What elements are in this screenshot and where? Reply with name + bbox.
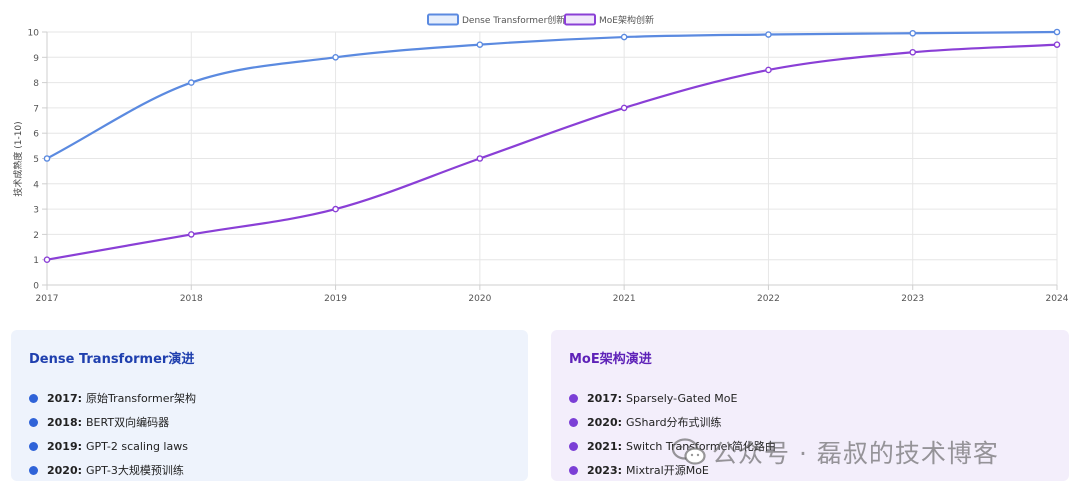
milestone-text: BERT双向编码器 — [86, 416, 170, 429]
data-point — [909, 29, 917, 37]
x-tick-label: 2020 — [468, 294, 491, 304]
list-item: 2021: Switch Transformer简化路由 — [569, 434, 1051, 458]
chart-grid — [46, 31, 1058, 286]
data-point — [332, 205, 339, 213]
milestone-text: Sparsely-Gated MoE — [626, 391, 738, 405]
y-tick-label: 9 — [33, 54, 39, 64]
moe-architecture-card: MoE架构演进 2017: Sparsely-Gated MoE 2020: G… — [551, 330, 1069, 481]
list-item: 2023: Mixtral开源MoE — [569, 458, 1051, 482]
data-point — [765, 31, 772, 38]
x-tick-label: 2019 — [324, 294, 347, 304]
legend-item-0[interactable]: Dense Transformer创新 — [427, 13, 565, 26]
data-point — [1053, 28, 1061, 36]
bullet-dot-icon — [29, 465, 38, 475]
watermark: 公众号 · 磊叔的技术博客 — [672, 432, 999, 472]
y-axis-label: 技术成熟度 (1-10) — [12, 121, 24, 196]
bullet-dot-icon — [569, 393, 578, 403]
milestone-year: 2019: — [47, 439, 83, 453]
y-tick-label: 7 — [33, 104, 39, 114]
milestone-text: GShard分布式训练 — [626, 416, 722, 429]
bullet-dot-icon — [29, 417, 38, 427]
wechat-icon — [672, 438, 706, 465]
x-tick-label: 2021 — [613, 294, 636, 304]
x-tick-label: 2022 — [757, 294, 780, 304]
card-title: Dense Transformer演进 — [29, 352, 195, 367]
milestone-year: 2018: — [47, 415, 83, 429]
watermark-text: 公众号 · 磊叔的技术博客 — [712, 439, 999, 468]
list-item: 2018: BERT双向编码器 — [29, 410, 510, 434]
y-tick-label: 6 — [33, 130, 39, 140]
y-tick-label: 2 — [33, 231, 39, 241]
list-item: 2017: 原始Transformer架构 — [29, 386, 510, 410]
milestone-text: GPT-2 scaling laws — [86, 439, 188, 453]
data-point — [765, 66, 772, 74]
list-item: 2017: Sparsely-Gated MoE — [569, 386, 1051, 410]
milestone-year: 2017: — [47, 391, 83, 405]
y-tick-label: 5 — [33, 155, 39, 165]
bullet-dot-icon — [569, 441, 578, 451]
line-chart: 0 1 2 3 4 5 6 7 8 9 10 2017 2018 2019 2020 2021 2022 2023… — [12, 13, 1069, 305]
data-point — [620, 33, 628, 41]
dense-milestone-list: 2017: 原始Transformer架构 2018: BERT双向编码器 20… — [29, 386, 510, 482]
legend-label: Dense Transformer创新 — [462, 14, 565, 26]
milestone-text: GPT-3大规模预训练 — [86, 464, 184, 477]
x-tick-label: 2018 — [180, 294, 203, 304]
milestone-year: 2017: — [587, 391, 623, 405]
data-point — [476, 155, 484, 162]
legend-label: MoE架构创新 — [599, 14, 654, 26]
milestone-year: 2021: — [587, 439, 623, 453]
legend-item-1[interactable]: MoE架构创新 — [564, 13, 654, 26]
data-point — [332, 54, 339, 61]
dense-transformer-card: Dense Transformer演进 2017: 原始Transformer架… — [11, 330, 528, 481]
data-point — [187, 231, 195, 238]
y-tick-label: 1 — [33, 256, 39, 266]
y-tick-label: 10 — [28, 29, 40, 39]
milestone-text: Switch Transformer简化路由 — [626, 440, 776, 453]
series-line-1 — [46, 43, 1058, 261]
bullet-dot-icon — [29, 393, 38, 403]
bullet-dot-icon — [569, 417, 578, 427]
data-point — [1053, 41, 1061, 48]
chart-series — [43, 28, 1061, 264]
legend-swatch — [564, 13, 596, 26]
x-tick-label: 2023 — [901, 294, 924, 304]
series-line-0 — [46, 30, 1058, 160]
milestone-year: 2020: — [587, 415, 623, 429]
list-item: 2020: GPT-3大规模预训练 — [29, 458, 510, 482]
moe-milestone-list: 2017: Sparsely-Gated MoE 2020: GShard分布式… — [569, 386, 1051, 482]
data-point — [43, 256, 51, 264]
milestone-text: Mixtral开源MoE — [626, 464, 709, 477]
bullet-dot-icon — [29, 441, 38, 451]
data-point — [476, 41, 484, 48]
list-item: 2019: GPT-2 scaling laws — [29, 434, 510, 458]
y-tick-label: 4 — [33, 180, 39, 190]
list-item: 2020: GShard分布式训练 — [569, 410, 1051, 434]
data-point — [187, 79, 195, 86]
x-tick-label: 2017 — [36, 294, 59, 304]
y-tick-label: 8 — [33, 79, 39, 89]
y-tick-label: 3 — [33, 206, 39, 216]
milestone-year: 2023: — [587, 463, 623, 477]
data-point — [909, 48, 917, 56]
chart-axes: 0 1 2 3 4 5 6 7 8 9 10 2017 2018 2019 2020 2021 2022 2023… — [28, 29, 1069, 305]
chart-legend[interactable]: Dense Transformer创新 MoE架构创新 — [427, 13, 654, 26]
data-point — [43, 155, 51, 162]
bullet-dot-icon — [569, 465, 578, 475]
milestone-text: 原始Transformer架构 — [86, 392, 197, 405]
data-point — [620, 104, 628, 112]
legend-swatch — [427, 13, 459, 26]
y-tick-label: 0 — [33, 282, 39, 292]
card-title: MoE架构演进 — [569, 352, 652, 367]
milestone-year: 2020: — [47, 463, 83, 477]
x-tick-label: 2024 — [1046, 294, 1069, 304]
